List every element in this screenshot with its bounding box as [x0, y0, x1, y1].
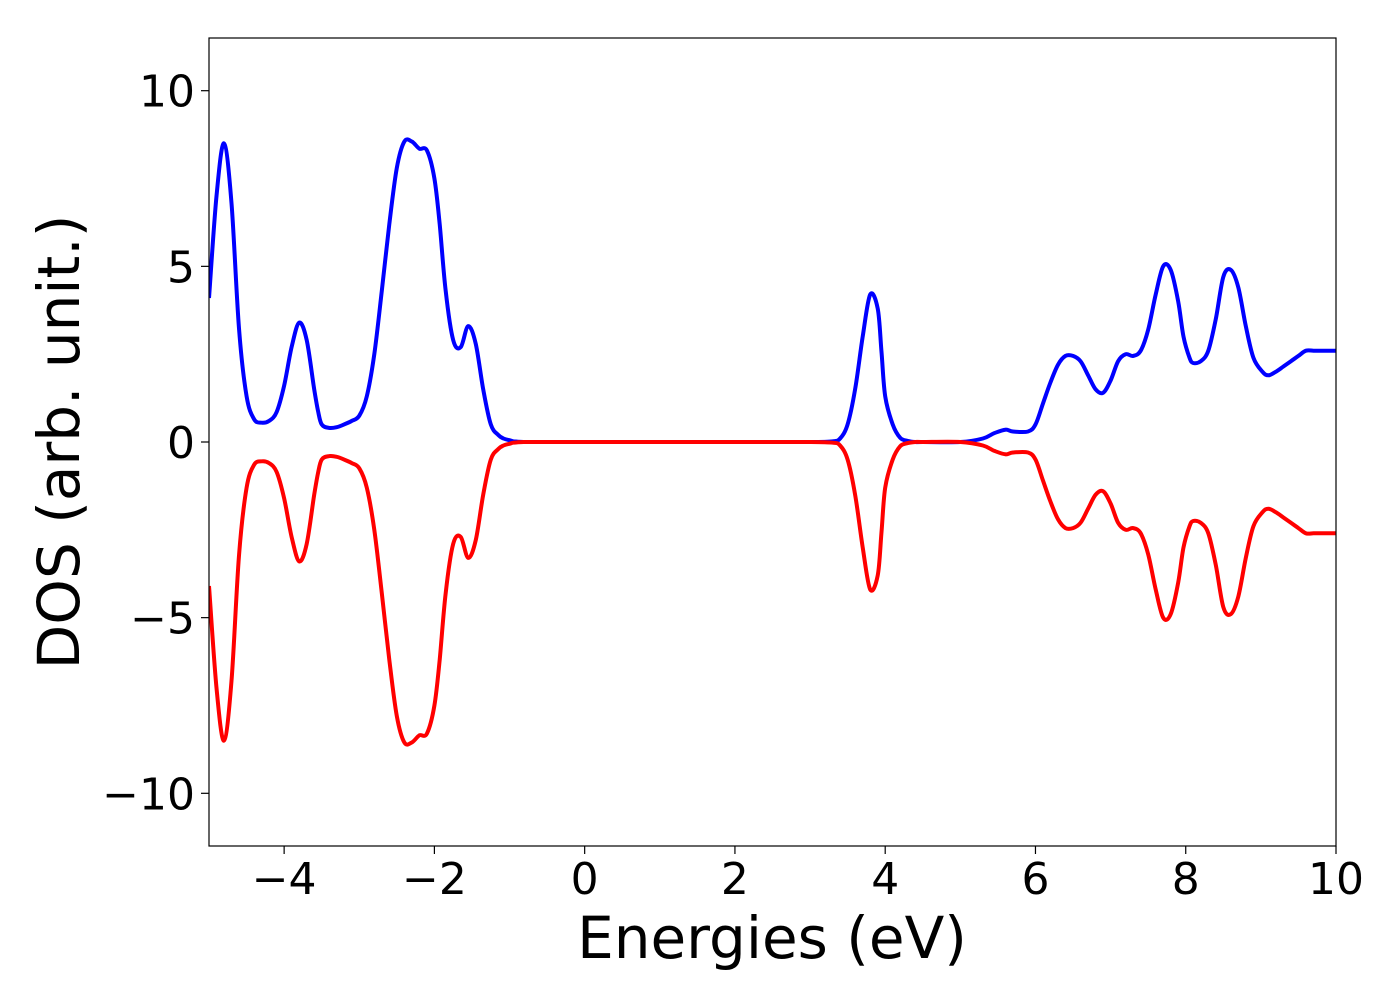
x-tick-label: 6	[1021, 854, 1049, 905]
y-tick-label: −10	[102, 769, 195, 820]
y-tick-label: 10	[139, 67, 195, 118]
x-tick-label: −2	[402, 854, 467, 905]
y-tick-label: 0	[167, 418, 195, 469]
series-line-blue	[209, 137, 1336, 445]
series-layer	[209, 137, 1336, 747]
y-axis-title: DOS (arb. unit.)	[25, 215, 93, 670]
y-tick-label: 5	[167, 242, 195, 293]
x-axis: −4 −2 0 2 4 6 8 10	[252, 846, 1364, 905]
x-tick-label: 8	[1172, 854, 1200, 905]
y-tick-label: −5	[130, 594, 195, 645]
x-tick-label: 4	[871, 854, 899, 905]
y-axis: 10 5 0 −5 −10	[102, 67, 209, 820]
x-tick-label: 0	[571, 854, 599, 905]
x-tick-label: 2	[721, 854, 749, 905]
series-line-red	[209, 439, 1336, 747]
x-axis-title: Energies (eV)	[577, 904, 967, 972]
x-tick-label: 10	[1308, 854, 1364, 905]
x-tick-label: −4	[252, 854, 317, 905]
